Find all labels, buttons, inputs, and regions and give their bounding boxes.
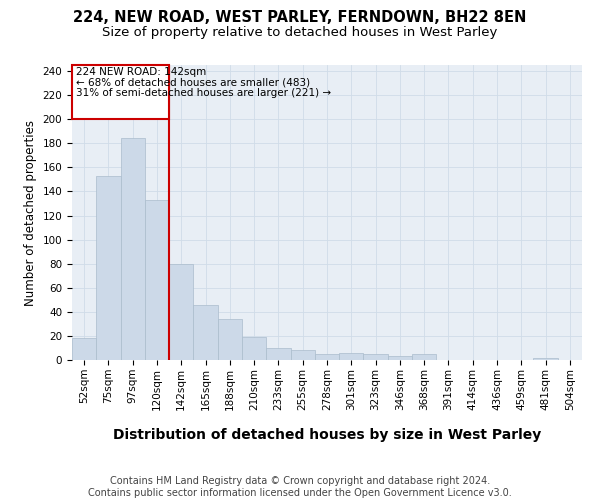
Bar xyxy=(290,350,315,360)
Bar xyxy=(96,176,121,360)
Bar xyxy=(364,354,388,360)
Text: Distribution of detached houses by size in West Parley: Distribution of detached houses by size … xyxy=(113,428,541,442)
Text: 224 NEW ROAD: 142sqm: 224 NEW ROAD: 142sqm xyxy=(76,67,206,77)
Text: 31% of semi-detached houses are larger (221) →: 31% of semi-detached houses are larger (… xyxy=(76,88,331,98)
Bar xyxy=(266,348,290,360)
Bar xyxy=(193,304,218,360)
FancyBboxPatch shape xyxy=(72,65,169,119)
Text: Size of property relative to detached houses in West Parley: Size of property relative to detached ho… xyxy=(103,26,497,39)
Bar xyxy=(169,264,193,360)
Bar xyxy=(72,338,96,360)
Bar xyxy=(145,200,169,360)
Text: Contains HM Land Registry data © Crown copyright and database right 2024.
Contai: Contains HM Land Registry data © Crown c… xyxy=(88,476,512,498)
Bar xyxy=(121,138,145,360)
Bar xyxy=(242,337,266,360)
Bar xyxy=(339,353,364,360)
Bar xyxy=(533,358,558,360)
Bar xyxy=(412,354,436,360)
Bar xyxy=(315,354,339,360)
Text: ← 68% of detached houses are smaller (483): ← 68% of detached houses are smaller (48… xyxy=(76,77,310,87)
Bar xyxy=(388,356,412,360)
Y-axis label: Number of detached properties: Number of detached properties xyxy=(24,120,37,306)
Bar xyxy=(218,319,242,360)
Text: 224, NEW ROAD, WEST PARLEY, FERNDOWN, BH22 8EN: 224, NEW ROAD, WEST PARLEY, FERNDOWN, BH… xyxy=(73,10,527,25)
